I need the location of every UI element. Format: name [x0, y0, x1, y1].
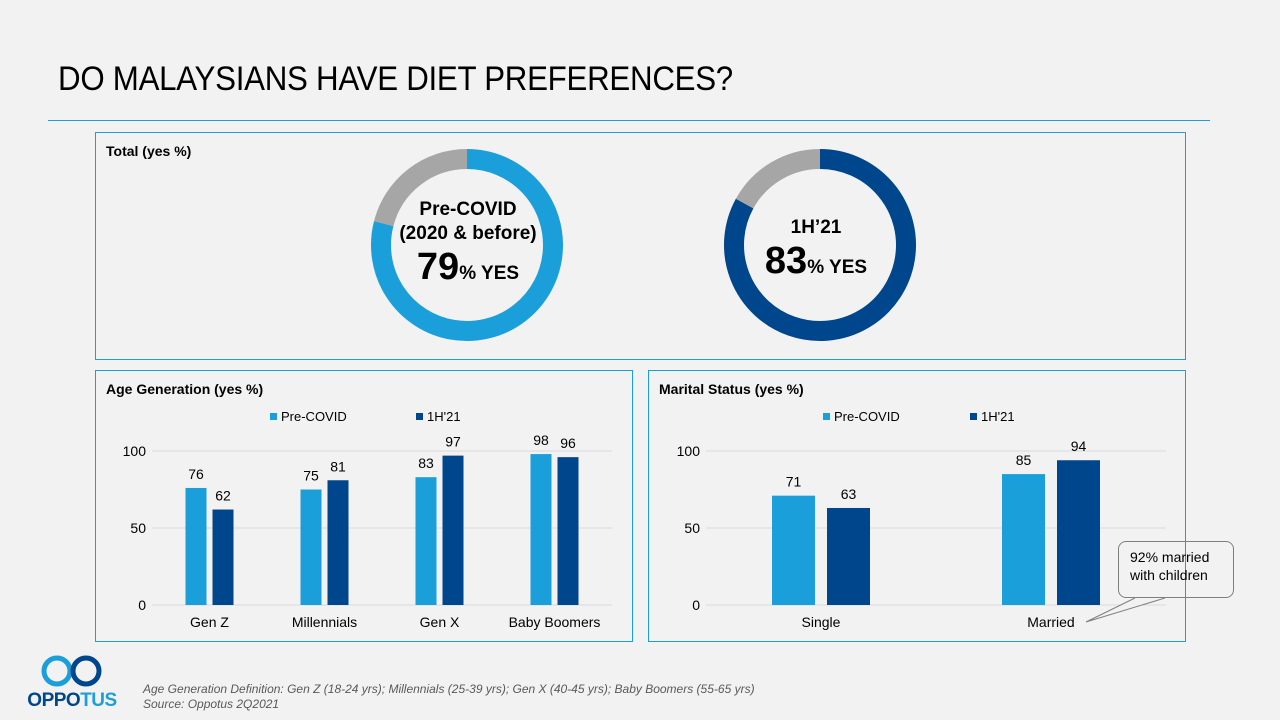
donut-1h21-value: 83 [764, 240, 808, 282]
marital-legend-1h21: 1H'21 [970, 409, 1015, 424]
donut-pre-covid-yes-slice [371, 149, 563, 341]
age-data-label: 96 [560, 435, 576, 451]
marital-category-label: Married [1027, 614, 1074, 630]
donut-pre-covid-label: Pre-COVID (2020 & before) 79% YES [368, 198, 568, 289]
marital-data-label: 63 [841, 486, 857, 502]
oppotus-logo: OPPOTUS [22, 655, 122, 712]
legend-label-1h21: 1H'21 [981, 409, 1015, 424]
age-category-label: Gen Z [190, 614, 229, 630]
age-category-label: Baby Boomers [509, 614, 601, 630]
legend-swatch-1h21 [416, 413, 423, 420]
age-data-label: 76 [188, 466, 204, 482]
age-bar-pre-covid [415, 477, 437, 605]
marital-bar-pre-covid [772, 495, 815, 605]
age-bar-1h21 [442, 455, 464, 605]
age-category-label: Millennials [292, 614, 357, 630]
logo-text-light: TUS [80, 690, 117, 711]
age-data-label: 75 [303, 468, 319, 484]
donut-1h21-label: 1H’21 83% YES [716, 216, 916, 283]
age-panel-title: Age Generation (yes %) [106, 381, 264, 397]
marital-status-panel: Marital Status (yes %) [648, 370, 1186, 642]
total-panel-title: Total (yes %) [106, 143, 192, 159]
age-category-label: Gen X [420, 614, 460, 630]
marital-data-label: 94 [1071, 438, 1087, 454]
age-data-label: 62 [215, 488, 231, 504]
married-with-children-callout: 92% married with children [1118, 541, 1234, 598]
age-bar-1h21 [327, 480, 349, 605]
donut-pre-covid-value: 79 [416, 246, 460, 288]
age-definition-note: Age Generation Definition: Gen Z (18-24 … [143, 682, 755, 696]
marital-panel-title: Marital Status (yes %) [659, 381, 804, 397]
marital-bar-pre-covid [1002, 474, 1045, 605]
marital-legend-pre-covid: Pre-COVID [823, 409, 900, 424]
age-ytick-label: 100 [123, 443, 147, 459]
callout-pointer [1085, 597, 1166, 623]
age-bar-pre-covid [300, 489, 322, 605]
legend-label-1h21: 1H'21 [427, 409, 461, 424]
logo-infinity-icon [41, 655, 102, 687]
footnote: Age Generation Definition: Gen Z (18-24 … [143, 682, 755, 712]
marital-data-label: 85 [1016, 452, 1032, 468]
age-bar-1h21 [557, 457, 579, 605]
donut-pre-covid-subtitle: (2020 & before) [399, 223, 537, 244]
age-data-label: 83 [418, 455, 434, 471]
total-panel: Total (yes %) [95, 132, 1186, 360]
donut-pre-covid-suffix: % YES [459, 263, 520, 284]
age-legend-1h21: 1H'21 [416, 409, 461, 424]
marital-bar-1h21 [827, 507, 870, 605]
legend-swatch-pre-covid [823, 413, 830, 420]
age-legend-pre-covid: Pre-COVID [270, 409, 347, 424]
marital-ytick-label: 50 [684, 520, 700, 536]
age-generation-panel: Age Generation (yes %) [95, 370, 633, 642]
age-ytick-label: 0 [138, 597, 146, 613]
marital-bar-1h21 [1057, 460, 1100, 605]
age-data-label: 81 [330, 458, 346, 474]
legend-swatch-1h21 [970, 413, 977, 420]
legend-swatch-pre-covid [270, 413, 277, 420]
legend-label-pre-covid: Pre-COVID [281, 409, 347, 424]
donut-1h21-no-slice [735, 149, 821, 209]
age-bar-1h21 [212, 509, 234, 605]
legend-label-pre-covid: Pre-COVID [834, 409, 900, 424]
donut-1h21-suffix: % YES [807, 257, 868, 278]
age-bar-pre-covid [185, 487, 207, 605]
donut-pre-covid-no-slice [374, 149, 468, 227]
logo-text-dark: OPPO [27, 690, 81, 711]
age-bar-pre-covid [530, 454, 552, 605]
age-data-label: 98 [533, 432, 549, 448]
marital-ytick-label: 0 [692, 597, 700, 613]
donut-1h21-title: 1H’21 [790, 217, 842, 238]
marital-data-label: 71 [786, 474, 802, 490]
title-divider [48, 120, 1210, 121]
page-title: DO MALAYSIANS HAVE DIET PREFERENCES? [58, 60, 733, 98]
callout-line-2: with children [1130, 567, 1208, 583]
source-note: Source: Oppotus 2Q2021 [143, 697, 280, 711]
callout-line-1: 92% married [1130, 549, 1210, 565]
marital-category-label: Single [802, 614, 841, 630]
donut-pre-covid-title: Pre-COVID [419, 199, 517, 220]
age-data-label: 97 [445, 434, 461, 450]
donut-1h21-yes-slice [724, 149, 916, 341]
marital-ytick-label: 100 [677, 443, 701, 459]
age-ytick-label: 50 [130, 520, 146, 536]
